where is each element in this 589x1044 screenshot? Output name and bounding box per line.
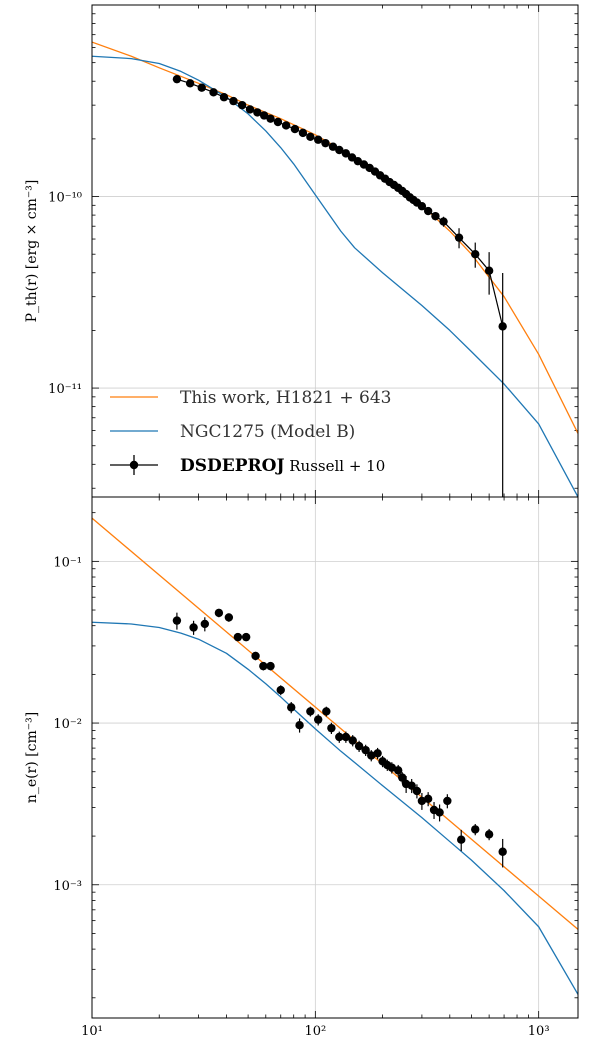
data-point [306,132,315,142]
data-point [417,202,427,211]
data-point [233,632,243,642]
data-point [251,651,260,661]
data-point [276,685,285,695]
data-point [387,763,397,772]
data-point [321,138,330,148]
legend-label-ngc: NGC1275 (Model B) [180,422,355,442]
data-point [290,124,300,134]
data-point [471,825,480,834]
y-tick-label: 10⁻¹ [53,555,82,570]
y-tick-label: 10⁻² [53,717,82,732]
data-point [172,616,182,625]
data-point [259,661,268,671]
data-point [200,619,210,629]
data-point [306,707,315,716]
data-point [245,105,255,114]
data-point [423,206,433,216]
data-point [328,142,338,151]
data-point [273,117,283,127]
data-point [287,703,296,712]
data-point [335,145,344,155]
data-point [241,632,251,642]
data-point [298,128,308,138]
x-tick-label: 10¹ [81,1024,103,1039]
y-tick-label: 10⁻¹¹ [48,382,82,397]
data-point [412,786,422,796]
data-point [348,736,357,745]
ngc1275-line [92,621,578,995]
data-point [407,781,416,790]
pressure-panel: 10⁻¹¹ 10⁻¹⁰ P_th(r) [erg × cm⁻³] [24,4,579,498]
legend-marker-data [129,460,139,470]
data-point [367,751,376,760]
data-point [189,623,198,632]
data-point [219,93,229,102]
data-point [327,723,336,733]
data-point [322,707,331,716]
data-point [439,217,448,226]
data-point [237,100,247,110]
data-point [498,847,507,856]
x-tick-label: 10³ [528,1024,550,1039]
data-point [498,322,507,331]
data-point [185,79,195,88]
data-point [457,835,466,844]
data-point [394,766,403,775]
axes-frame [91,496,579,1019]
data-point [443,796,452,806]
data-point [253,108,262,117]
data-point [341,732,351,742]
density-panel: 10⁻³10⁻²10⁻¹10¹10²10³r[kpc], distance to… [24,496,579,1044]
data-point [295,720,304,730]
this-work-line [92,517,578,930]
data-point [314,135,323,144]
legend-label-data-rest: Russell + 10 [284,457,385,475]
data-connecting-line [176,78,504,327]
y-tick-label: 10⁻¹⁰ [48,191,82,206]
data-point [314,715,323,724]
y-tick-label: 10⁻³ [53,879,82,894]
data-point [172,74,182,84]
data-point [335,732,344,742]
data-point [484,266,494,275]
y-axis-label: P_th(r) [erg × cm⁻³] [24,180,40,323]
legend-label-data: DSDEPROJ Russell + 10 [180,456,385,476]
legend: This work, H1821 + 643 NGC1275 (Model B)… [110,388,391,476]
data-point [197,83,206,92]
data-point [209,88,218,97]
data-point [341,149,351,158]
data-point [423,794,433,804]
data-point [435,808,444,817]
data-point [354,741,364,751]
data-point [266,114,275,123]
legend-label-this-work: This work, H1821 + 643 [180,388,391,408]
x-tick-label: 10² [304,1024,326,1039]
data-point [398,773,407,782]
data-point [454,233,464,242]
this-work-line [92,41,578,434]
y-axis-label: n_e(r) [cm⁻³] [24,712,40,803]
series-group [92,41,578,497]
data-point [214,608,224,618]
data-point [471,250,480,259]
data-point [266,661,275,671]
data-point [484,830,494,839]
data-point [229,96,238,106]
data-point [361,745,370,755]
data-point [224,613,234,622]
legend-label-data-bold: DSDEPROJ [180,456,284,476]
data-point [259,111,269,120]
data-point [281,121,291,130]
ngc1275-line [92,55,578,497]
data-point [431,211,440,221]
data-point [373,749,382,758]
series-group [92,517,578,995]
